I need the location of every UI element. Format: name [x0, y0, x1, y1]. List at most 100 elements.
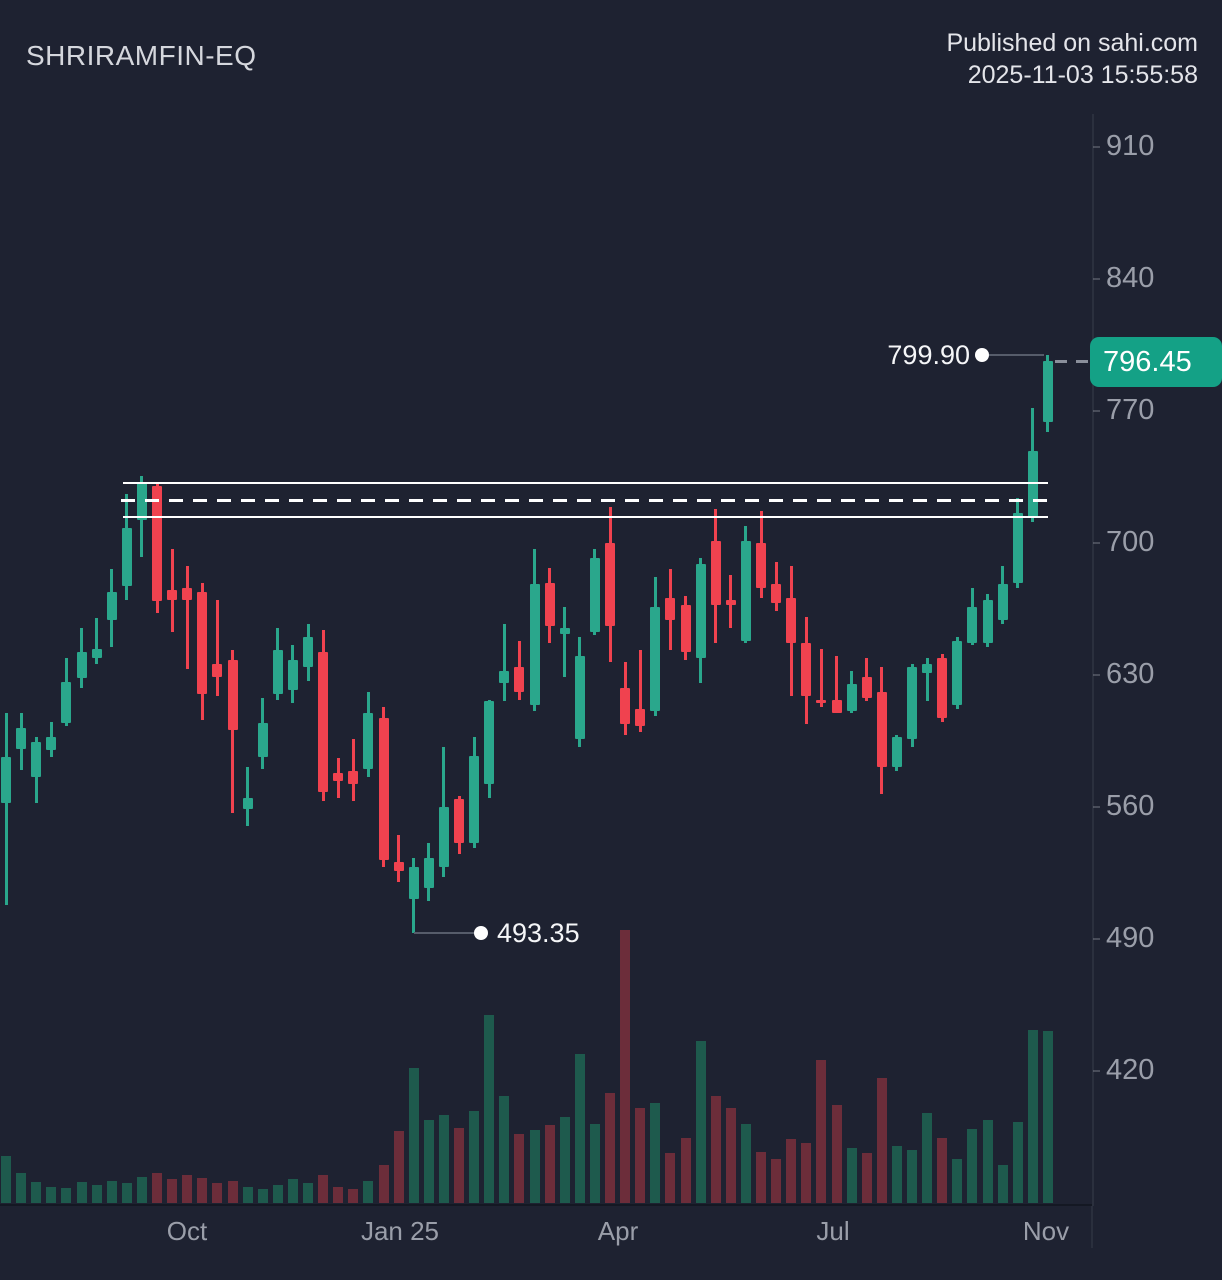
volume-bar: [318, 1175, 329, 1203]
volume-bar: [423, 1120, 434, 1203]
candle-body: [454, 799, 464, 843]
candle-body: [529, 584, 540, 706]
candle-body: [680, 605, 691, 653]
volume-bar: [620, 930, 631, 1203]
candle-body: [952, 641, 963, 706]
volume-bar: [197, 1178, 208, 1203]
candle-body: [982, 599, 993, 643]
price-axis-tick: [1093, 146, 1100, 148]
volume-bar: [121, 1183, 132, 1203]
volume-bar: [937, 1138, 948, 1203]
candle-body: [182, 588, 193, 600]
candle-body: [227, 659, 238, 730]
candle-body: [287, 659, 298, 691]
volume-bar: [589, 1124, 600, 1203]
candle-body: [423, 857, 434, 889]
candle-body: [997, 584, 1008, 621]
candle-wick: [215, 599, 219, 696]
candle-body: [514, 667, 525, 692]
candle-wick: [835, 656, 838, 713]
candle-body: [574, 656, 585, 740]
symbol-title: SHRIRAMFIN-EQ: [26, 40, 257, 71]
candle-body: [907, 667, 917, 740]
candle-body: [922, 663, 933, 674]
price-axis-tick: [1093, 673, 1100, 676]
last-price-value: 796.45: [1103, 346, 1192, 378]
candle-body: [725, 599, 736, 606]
candle-body: [363, 712, 374, 770]
candle-body: [771, 584, 782, 604]
candle-body: [937, 658, 948, 719]
candle-body: [378, 718, 389, 860]
price-axis-label: 560: [1106, 789, 1155, 822]
candle-body: [559, 627, 570, 634]
volume-bar: [61, 1188, 72, 1203]
price-axis-line: [1092, 114, 1094, 1206]
candle-wick: [231, 650, 234, 813]
time-axis-label: Jul: [816, 1216, 850, 1246]
volume-bar: [287, 1179, 298, 1203]
volume-bar: [333, 1187, 344, 1203]
volume-bar: [605, 1093, 615, 1203]
candle-wick: [397, 835, 401, 883]
candle-body: [740, 541, 751, 642]
candle-body: [695, 563, 706, 659]
volume-bar: [665, 1153, 676, 1203]
price-axis-tick: [1093, 410, 1100, 412]
volume-bar: [167, 1179, 178, 1203]
candle-body: [876, 691, 887, 768]
candle-wick: [563, 607, 567, 677]
published-info: Published on sahi.com 2025-11-03 15:55:5…: [946, 27, 1198, 91]
volume-bar: [846, 1148, 857, 1203]
volume-bar: [91, 1185, 102, 1203]
candle-body: [91, 648, 102, 659]
time-axis-tick: [1091, 1206, 1093, 1248]
candle-body: [891, 737, 902, 768]
candle-body: [121, 527, 132, 587]
volume-bar: [967, 1129, 978, 1203]
candle-body: [31, 741, 42, 777]
candle-wick: [4, 712, 8, 906]
candle-wick: [819, 648, 823, 708]
candle-body: [484, 701, 495, 785]
volume-bar: [740, 1124, 751, 1203]
volume-bar: [46, 1187, 57, 1203]
candle-body: [544, 582, 555, 626]
candle-wick: [502, 624, 506, 702]
price-axis-label: 700: [1106, 525, 1155, 558]
volume-bar: [514, 1134, 525, 1203]
resistance-dashed-midline: [121, 498, 1048, 502]
price-axis-tick: [1093, 937, 1100, 940]
candle-body: [1, 757, 11, 804]
volume-bar: [348, 1189, 359, 1203]
candle-body: [61, 681, 72, 724]
time-axis-label: Jan 25: [360, 1216, 440, 1246]
volume-bar: [408, 1068, 419, 1203]
candle-body: [318, 652, 329, 792]
volume-bar: [529, 1130, 540, 1203]
candle-wick: [246, 767, 250, 826]
candle-body: [242, 797, 253, 809]
volume-bar: [816, 1060, 827, 1203]
high-annotation-dot: [975, 347, 989, 362]
candle-body: [438, 806, 449, 868]
candle-body: [46, 737, 57, 751]
price-axis-label: 490: [1106, 921, 1155, 954]
price-axis-label: 910: [1106, 130, 1155, 162]
candle-wick: [925, 658, 929, 702]
candle-body: [756, 542, 766, 589]
published-timestamp: 2025-11-03 15:55:58: [967, 61, 1198, 89]
price-axis-tick: [1093, 278, 1100, 280]
volume-bar: [544, 1125, 555, 1203]
candle-body: [333, 773, 344, 781]
candle-wick: [185, 565, 189, 670]
volume-bar: [363, 1181, 374, 1203]
volume-bar: [861, 1153, 872, 1203]
volume-bar: [378, 1165, 389, 1203]
volume-bar: [1, 1156, 11, 1203]
candle-body: [801, 642, 812, 696]
candle-body: [499, 671, 510, 683]
last-price-dash-line: [1054, 359, 1090, 363]
candle-body: [197, 592, 208, 694]
